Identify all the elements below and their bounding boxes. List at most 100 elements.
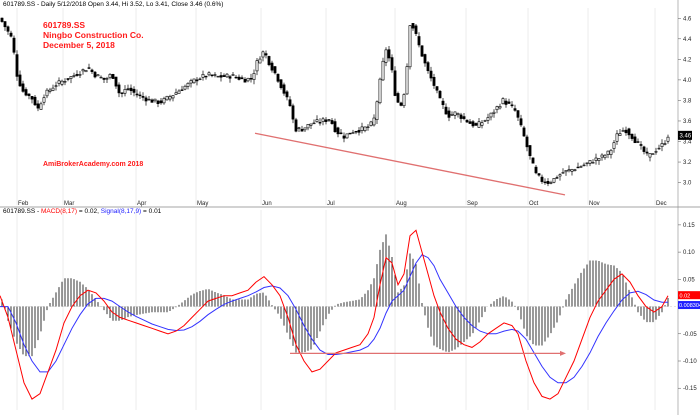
candle-down	[150, 99, 154, 103]
candle-up	[567, 169, 571, 172]
macd-axis-label: 0.05	[683, 277, 695, 283]
candle-down	[474, 123, 478, 126]
candle-up	[618, 133, 622, 136]
candle-down	[432, 76, 436, 86]
candle-up	[498, 106, 502, 109]
candle-down	[447, 110, 451, 118]
candle-down	[540, 176, 544, 182]
candle-up	[48, 89, 52, 92]
candle-down	[129, 87, 133, 92]
candle-up	[552, 178, 556, 183]
candle-down	[507, 101, 511, 104]
macd-header-value: = 0.02,	[77, 208, 101, 215]
candle-up	[657, 147, 661, 150]
candle-up	[216, 75, 220, 78]
candle-up	[369, 121, 373, 126]
candle-up	[501, 98, 505, 105]
candle-down	[444, 106, 448, 115]
candle-up	[258, 58, 262, 64]
candle-up	[54, 85, 58, 87]
grid-lines	[16, 8, 656, 410]
candle-down	[531, 157, 535, 164]
candle-down	[93, 71, 97, 78]
candle-up	[42, 97, 46, 103]
candle-up	[483, 120, 487, 122]
candle-up	[207, 72, 211, 76]
month-label: Mar	[64, 201, 74, 207]
candle-down	[273, 66, 277, 74]
candle-down	[15, 54, 19, 77]
candle-down	[510, 104, 514, 107]
candle-up	[597, 158, 601, 161]
price-axis-label: 4.4	[683, 37, 692, 43]
candle-down	[639, 144, 643, 146]
candle-down	[267, 56, 271, 66]
candle-up	[582, 164, 586, 167]
candle-up	[381, 60, 385, 81]
candle-up	[174, 92, 178, 95]
candle-down	[519, 118, 523, 126]
candle-down	[234, 76, 238, 79]
candle-up	[261, 51, 265, 58]
candle-down	[633, 136, 637, 144]
candle-up	[477, 121, 481, 128]
candle-up	[585, 162, 589, 164]
macd-axis-label: -0.15	[683, 386, 697, 392]
candle-down	[333, 121, 337, 133]
candle-down	[27, 93, 31, 96]
candle-down	[117, 84, 121, 94]
candle-up	[549, 182, 553, 184]
price-axis-label: 3.4	[683, 140, 692, 146]
candle-down	[21, 83, 25, 92]
macd-trend-arrow	[560, 350, 566, 356]
candle-up	[375, 101, 379, 120]
candle-down	[90, 69, 94, 73]
candle-down	[135, 93, 139, 96]
candle-up	[57, 80, 61, 84]
candle-up	[231, 74, 235, 76]
candle-up	[201, 74, 205, 78]
candle-up	[306, 124, 310, 129]
signal-value-badge	[678, 301, 700, 310]
axis-labels: Feb Mar Apr May Jun Jul Aug Sep Oct Nov Dec 3.0 3.2 3…	[18, 16, 700, 392]
candle-up	[246, 77, 250, 82]
candle-up	[60, 80, 64, 85]
candle-down	[9, 32, 13, 37]
candle-down	[342, 135, 346, 139]
candle-up	[168, 96, 172, 100]
candle-up	[69, 76, 73, 79]
candle-up	[579, 166, 583, 168]
candle-down	[120, 92, 124, 94]
candle-up	[558, 174, 562, 177]
candle-up	[96, 74, 100, 77]
candle-down	[399, 102, 403, 106]
candle-down	[282, 84, 286, 94]
candle-down	[357, 130, 361, 133]
month-label: Dec	[656, 201, 667, 207]
month-label: Nov	[589, 201, 600, 207]
price-axis-label: 3.0	[683, 181, 692, 187]
macd-axis-label: 0.15	[683, 223, 695, 229]
price-trend-line	[254, 132, 566, 196]
candle-down	[339, 132, 343, 135]
candle-down	[195, 79, 199, 82]
annotation-ticker: 601789.SS	[43, 20, 86, 30]
candle-down	[414, 25, 418, 34]
candle-down	[525, 136, 529, 148]
macd-value-badge-label: 0.02	[680, 293, 691, 299]
candle-up	[78, 74, 82, 76]
candle-down	[126, 88, 130, 90]
candle-down	[318, 122, 322, 124]
candle-down	[411, 23, 415, 29]
candle-down	[291, 105, 295, 120]
signal-header-label: Signal(8,17,9)	[100, 208, 142, 215]
annotation-company: Ningbo Construction Co.	[43, 30, 144, 40]
candle-down	[138, 94, 142, 97]
candle-up	[351, 132, 355, 134]
candle-down	[156, 100, 160, 104]
candle-up	[153, 98, 157, 102]
candle-down	[141, 96, 145, 98]
candle-up	[621, 130, 625, 132]
candle-down	[243, 78, 247, 83]
candle-up	[654, 151, 658, 153]
